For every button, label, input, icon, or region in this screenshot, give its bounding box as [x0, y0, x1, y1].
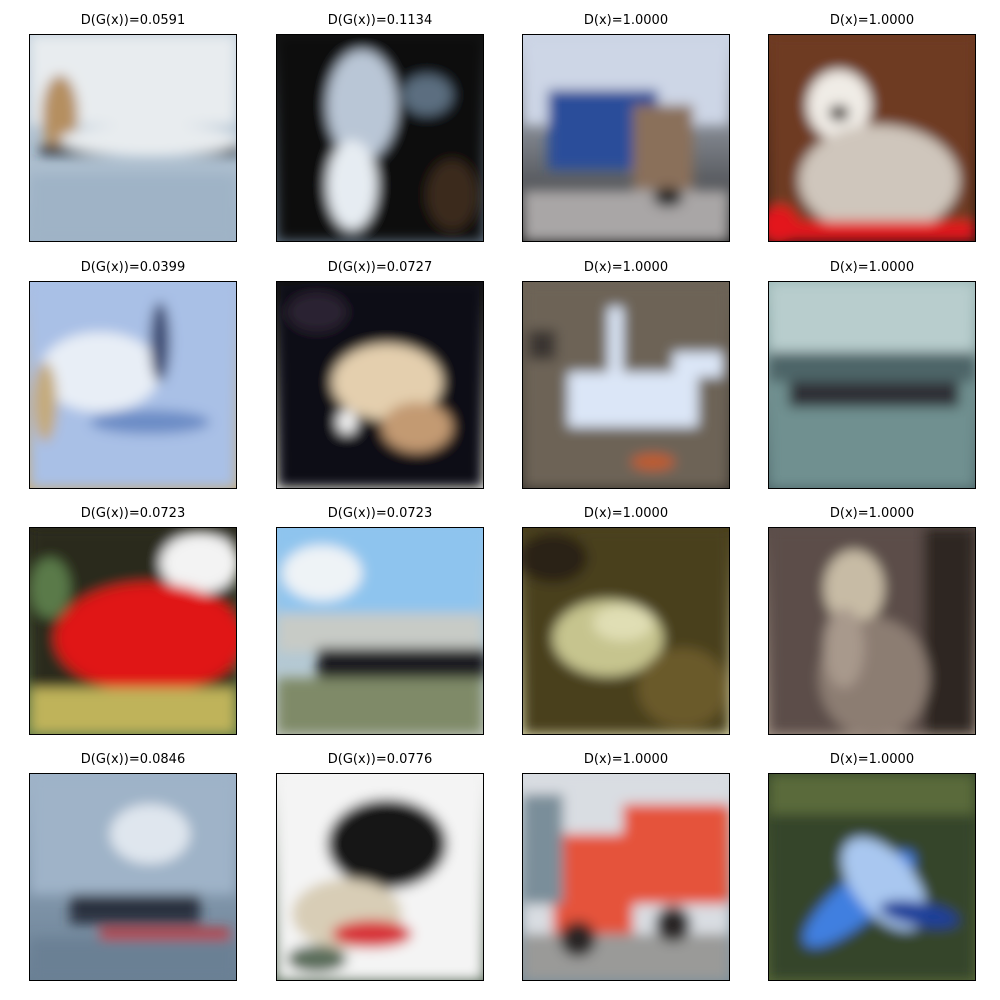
panel-image	[522, 527, 730, 735]
panel-title: D(x)=1.0000	[829, 752, 915, 767]
panel-title: D(G(x))=0.0723	[80, 506, 186, 521]
panel-title: D(x)=1.0000	[829, 506, 915, 521]
panel-title: D(G(x))=0.1134	[327, 13, 433, 28]
panel-1-graphic	[30, 35, 236, 241]
panel-image	[276, 281, 484, 489]
panel-image	[768, 527, 976, 735]
panel-15-graphic	[523, 774, 729, 980]
panel-title: D(G(x))=0.0846	[80, 752, 186, 767]
panel-image	[522, 34, 730, 242]
panel-image	[276, 34, 484, 242]
panel-14-graphic	[277, 774, 483, 980]
panel-13-graphic	[30, 774, 236, 980]
panel-image	[29, 34, 237, 242]
panel-image	[276, 773, 484, 981]
panel-9-graphic	[30, 528, 236, 734]
panel-11-graphic	[523, 528, 729, 734]
panel-12-graphic	[769, 528, 975, 734]
panel-8-graphic	[769, 282, 975, 488]
panel-title: D(G(x))=0.0727	[327, 260, 433, 275]
panel-title: D(x)=1.0000	[583, 260, 669, 275]
panel-title: D(G(x))=0.0723	[327, 506, 433, 521]
panel-6-graphic	[277, 282, 483, 488]
panel-image	[29, 527, 237, 735]
panel-image	[768, 34, 976, 242]
panel-5-graphic	[30, 282, 236, 488]
panel-title: D(x)=1.0000	[583, 506, 669, 521]
panel-image	[276, 527, 484, 735]
panel-title: D(x)=1.0000	[829, 260, 915, 275]
panel-10-graphic	[277, 528, 483, 734]
panel-title: D(x)=1.0000	[583, 13, 669, 28]
panel-title: D(G(x))=0.0399	[80, 260, 186, 275]
panel-title: D(G(x))=0.0591	[80, 13, 186, 28]
panel-7-graphic	[523, 282, 729, 488]
panel-4-graphic	[769, 35, 975, 241]
panel-image	[768, 281, 976, 489]
panel-2-graphic	[277, 35, 483, 241]
panel-image	[29, 773, 237, 981]
panel-title: D(x)=1.0000	[829, 13, 915, 28]
panel-16-graphic	[769, 774, 975, 980]
panel-image	[522, 773, 730, 981]
panel-image	[522, 281, 730, 489]
panel-title: D(G(x))=0.0776	[327, 752, 433, 767]
panel-3-graphic	[523, 35, 729, 241]
panel-image	[29, 281, 237, 489]
panel-title: D(x)=1.0000	[583, 752, 669, 767]
panel-image	[768, 773, 976, 981]
